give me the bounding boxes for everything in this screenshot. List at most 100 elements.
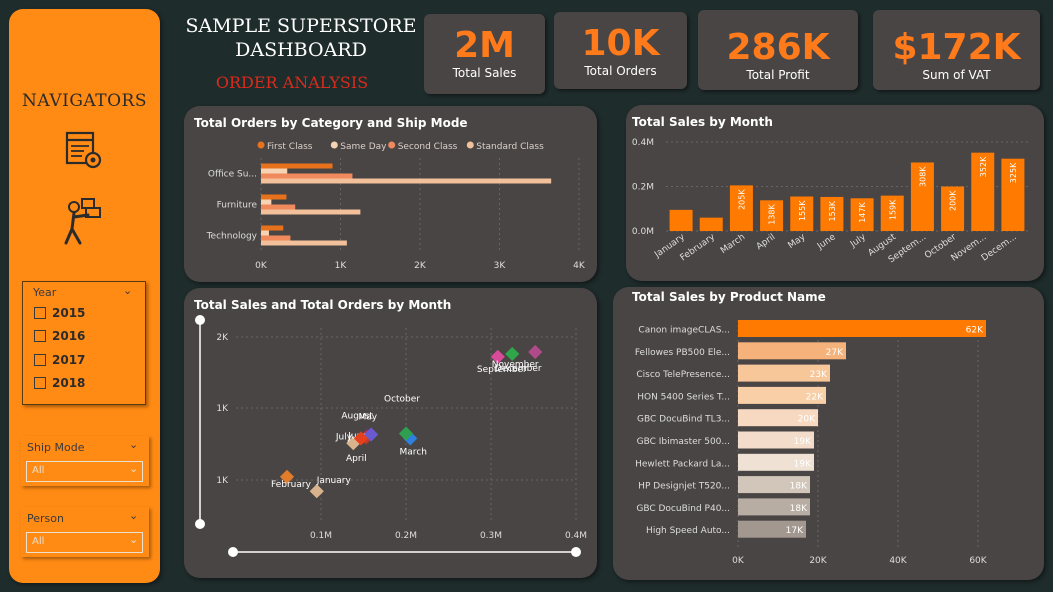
x-tick-label: 0.1M bbox=[310, 531, 332, 541]
bar bbox=[738, 364, 830, 382]
bar bbox=[850, 198, 874, 231]
data-label: 205K bbox=[737, 189, 746, 210]
dashboard-title-line1: SAMPLE SUPERSTORE bbox=[185, 15, 417, 37]
year-option-2015[interactable]: 2015 bbox=[34, 306, 85, 320]
data-label: 308K bbox=[918, 166, 927, 187]
scatter-point bbox=[528, 344, 543, 360]
product-label: HON 5400 Series T... bbox=[637, 392, 730, 402]
data-label: 23K bbox=[810, 370, 828, 380]
product-label: HP Designjet T520... bbox=[638, 482, 730, 492]
x-tick-label: July bbox=[848, 232, 868, 250]
slider-handle bbox=[195, 315, 205, 325]
bar bbox=[1001, 158, 1025, 231]
product-label: Canon imageCLAS... bbox=[638, 326, 730, 336]
x-tick-label: 20K bbox=[809, 556, 827, 566]
data-label: 159K bbox=[888, 199, 897, 220]
x-tick-label: 2K bbox=[414, 261, 427, 271]
dashboard-title-line2: DASHBOARD bbox=[235, 39, 367, 61]
bar bbox=[669, 209, 693, 231]
slider-handle bbox=[195, 519, 205, 529]
year-option-2018[interactable]: 2018 bbox=[34, 376, 85, 390]
scatter-point bbox=[309, 484, 324, 499]
checkbox[interactable] bbox=[34, 330, 46, 342]
data-label: 352K bbox=[979, 156, 988, 177]
chevron-down-icon[interactable]: ⌄ bbox=[129, 509, 139, 522]
product-label: High Speed Auto... bbox=[646, 526, 730, 536]
bar bbox=[261, 194, 287, 200]
chevron-down-icon[interactable]: ⌄ bbox=[123, 284, 133, 297]
bar bbox=[261, 178, 552, 184]
x-tick-label: 0.3M bbox=[480, 531, 502, 541]
x-tick-label: 1K bbox=[335, 261, 348, 271]
bar bbox=[738, 320, 986, 337]
person-dropdown[interactable]: All ⌄ bbox=[26, 532, 143, 553]
legend-label: Same Day bbox=[340, 142, 387, 152]
x-tick-label: April bbox=[755, 232, 778, 252]
kpi-label: Total Orders bbox=[584, 64, 657, 78]
bar bbox=[760, 200, 784, 231]
data-label: 19K bbox=[794, 459, 812, 469]
delivery-worker-icon[interactable] bbox=[62, 197, 106, 251]
y-tick-label: 2K bbox=[216, 333, 229, 343]
point-label: October bbox=[384, 395, 420, 405]
y-tick-label: 0.0M bbox=[632, 227, 654, 237]
kpi-sum-of-vat: $172K Sum of VAT bbox=[873, 10, 1040, 90]
bar bbox=[729, 185, 753, 231]
kpi-value: 286K bbox=[726, 27, 830, 68]
point-label: May bbox=[358, 413, 377, 423]
legend-label: Standard Class bbox=[476, 142, 544, 152]
x-tick-label: 60K bbox=[969, 556, 987, 566]
point-label: April bbox=[346, 454, 367, 464]
ship-mode-dropdown[interactable]: All ⌄ bbox=[26, 461, 143, 482]
data-label: 62K bbox=[966, 326, 984, 336]
x-tick-label: June bbox=[815, 232, 838, 252]
data-label: 147K bbox=[858, 202, 867, 223]
checkbox[interactable] bbox=[34, 377, 46, 389]
checkbox[interactable] bbox=[34, 354, 46, 366]
kpi-value: 2M bbox=[454, 25, 515, 66]
category-label: Technology bbox=[206, 232, 258, 242]
bar bbox=[261, 163, 333, 169]
data-label: 18K bbox=[790, 482, 808, 492]
y-tick-label: 0.4M bbox=[632, 138, 654, 148]
kpi-total-orders: 10K Total Orders bbox=[554, 12, 687, 89]
y-tick-label: 1K bbox=[216, 476, 229, 486]
checkbox[interactable] bbox=[34, 307, 46, 319]
bar bbox=[880, 195, 904, 231]
point-label: February bbox=[271, 480, 312, 490]
product-label: Fellowes PB500 Ele... bbox=[635, 348, 730, 358]
year-option-2017[interactable]: 2017 bbox=[34, 353, 85, 367]
slider-handle bbox=[228, 547, 238, 557]
bar bbox=[261, 240, 347, 246]
bar bbox=[261, 235, 291, 241]
product-label: GBC DocuBind P40... bbox=[636, 504, 730, 514]
slider-handle bbox=[571, 547, 581, 557]
product-label: GBC Ibimaster 500... bbox=[637, 437, 730, 447]
person-value: All bbox=[32, 536, 45, 547]
scatter-point bbox=[490, 349, 505, 364]
kpi-label: Total Sales bbox=[452, 66, 517, 80]
bar bbox=[790, 196, 814, 231]
orders-by-category-card: Total Orders by Category and Ship Mode F… bbox=[184, 106, 597, 282]
data-label: 153K bbox=[828, 200, 837, 221]
kpi-label: Total Profit bbox=[746, 68, 810, 82]
y-tick-label: 1K bbox=[216, 404, 229, 414]
kpi-value: $172K bbox=[892, 27, 1021, 68]
year-slicer-header: Year bbox=[33, 286, 57, 299]
bar bbox=[910, 162, 934, 231]
year-option-2016[interactable]: 2016 bbox=[34, 329, 85, 343]
x-tick-label: May bbox=[786, 232, 808, 251]
point-label: July bbox=[335, 432, 353, 442]
bar bbox=[261, 204, 296, 210]
order-report-icon[interactable] bbox=[64, 131, 104, 175]
chart-title: Total Sales by Product Name bbox=[632, 290, 826, 304]
legend-marker bbox=[388, 141, 396, 149]
point-label: August bbox=[341, 412, 373, 422]
data-label: 155K bbox=[798, 200, 807, 221]
bar bbox=[738, 476, 810, 494]
bar bbox=[699, 217, 723, 231]
chart-title: Total Orders by Category and Ship Mode bbox=[194, 116, 468, 130]
chevron-down-icon[interactable]: ⌄ bbox=[129, 438, 139, 451]
bar bbox=[738, 520, 806, 538]
scatter-point bbox=[505, 346, 520, 361]
